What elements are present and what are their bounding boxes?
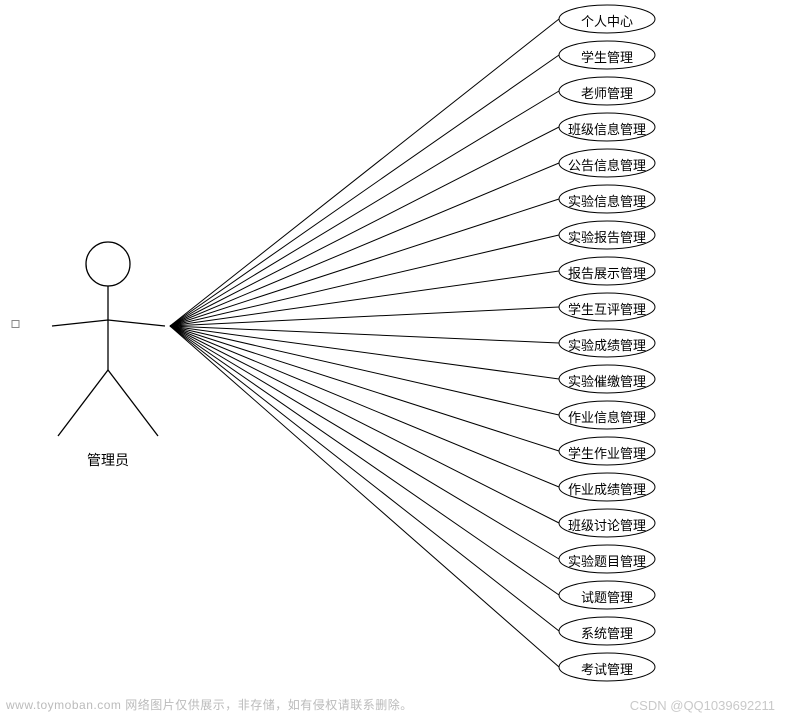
uc-class-discuss — [559, 509, 655, 537]
uc-student-hw — [559, 437, 655, 465]
uc-exp-urge — [559, 365, 655, 393]
uc-exp-question — [559, 545, 655, 573]
uc-teacher-mgmt — [559, 77, 655, 105]
uc-report-display — [559, 257, 655, 285]
usecase-diagram — [0, 0, 785, 721]
uc-exam — [559, 653, 655, 681]
uc-exp-score — [559, 329, 655, 357]
watermark-left: www.toymoban.com 网络图片仅供展示，非存储，如有侵权请联系删除。 — [6, 696, 413, 713]
actor-label: 管理员 — [68, 450, 148, 470]
uc-personal-center — [559, 5, 655, 33]
uc-hw-score — [559, 473, 655, 501]
actor-figure — [52, 242, 165, 436]
uc-system — [559, 617, 655, 645]
uc-peer-review — [559, 293, 655, 321]
uc-notice-info — [559, 149, 655, 177]
uc-class-info — [559, 113, 655, 141]
uc-hw-info — [559, 401, 655, 429]
uc-exp-report — [559, 221, 655, 249]
uc-student-mgmt — [559, 41, 655, 69]
uc-exp-info — [559, 185, 655, 213]
watermark-right: CSDN @QQ1039692211 — [630, 698, 775, 713]
uc-test-question — [559, 581, 655, 609]
